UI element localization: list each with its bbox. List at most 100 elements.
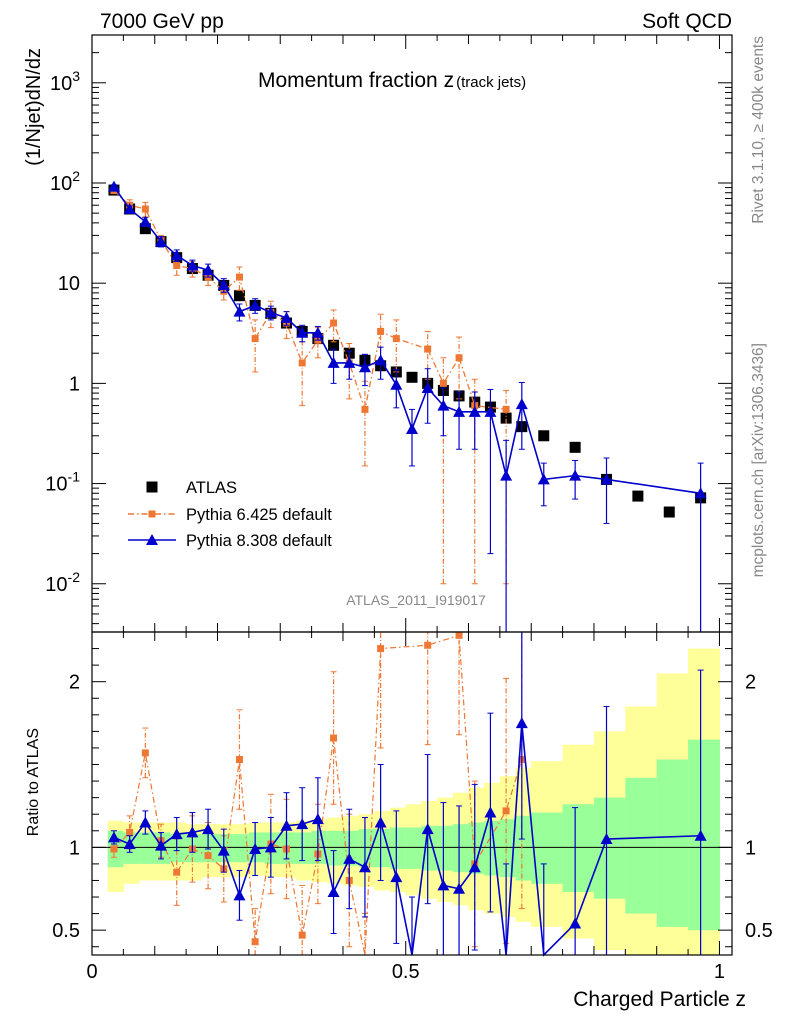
y-tick-label: 10 bbox=[58, 273, 80, 295]
analysis-label: ATLAS_2011_I919017 bbox=[346, 592, 486, 608]
ratio-point bbox=[173, 868, 181, 876]
data-point bbox=[217, 278, 230, 290]
ratio-point bbox=[139, 816, 152, 828]
data-point bbox=[264, 306, 277, 318]
data-point bbox=[233, 290, 245, 302]
data-point bbox=[439, 379, 447, 387]
legend-label: ATLAS bbox=[186, 479, 237, 497]
data-point bbox=[311, 326, 324, 338]
legend-marker bbox=[148, 510, 156, 518]
data-point bbox=[632, 490, 644, 502]
x-tick-label: 1 bbox=[714, 961, 725, 983]
x-tick-label: 0.5 bbox=[392, 961, 420, 983]
y-tick-label: 102 bbox=[50, 168, 80, 195]
data-point bbox=[390, 378, 403, 390]
green-band bbox=[139, 832, 156, 864]
green-band bbox=[625, 777, 658, 914]
ratio-y-tick-label-left: 1 bbox=[69, 837, 80, 859]
data-point bbox=[327, 356, 340, 368]
ratio-point bbox=[330, 734, 338, 742]
ratio-point bbox=[377, 645, 385, 653]
data-point bbox=[424, 345, 432, 353]
ratio-y-tick-label-left: 0.5 bbox=[52, 920, 80, 942]
x-tick-label: 0 bbox=[86, 961, 97, 983]
data-point bbox=[186, 259, 199, 271]
main-axis-ticks: 10-2 10-1 1 10 102 103 bbox=[45, 34, 732, 632]
ratio-point bbox=[600, 833, 613, 845]
ratio-point bbox=[141, 749, 149, 757]
data-point bbox=[296, 326, 309, 338]
green-band bbox=[170, 834, 187, 863]
data-point bbox=[468, 405, 481, 417]
ratio-point bbox=[217, 844, 230, 856]
ratio-point bbox=[126, 828, 134, 836]
series-2 bbox=[107, 180, 707, 633]
ratio-point bbox=[202, 823, 215, 835]
ratio-point bbox=[468, 861, 481, 873]
data-point bbox=[328, 339, 340, 351]
green-band bbox=[656, 759, 689, 927]
green-band bbox=[390, 827, 407, 869]
ratio-y-tick-label-left: 2 bbox=[69, 672, 80, 694]
legend-label: Pythia 6.425 default bbox=[186, 506, 332, 524]
data-point bbox=[202, 264, 215, 276]
data-point bbox=[663, 506, 675, 518]
data-point bbox=[235, 273, 243, 281]
data-point bbox=[694, 487, 707, 499]
ratio-point bbox=[569, 917, 582, 929]
ratio-point bbox=[455, 631, 463, 639]
ratio-point bbox=[502, 807, 510, 815]
header-left: 7000 GeV pp bbox=[100, 10, 224, 33]
data-point bbox=[569, 469, 582, 481]
data-point bbox=[502, 405, 510, 413]
data-point bbox=[343, 356, 356, 368]
series-line bbox=[113, 190, 507, 412]
ratio-point bbox=[437, 879, 450, 891]
data-point bbox=[538, 430, 550, 442]
ratio-point bbox=[358, 861, 371, 873]
y-tick-label: 10-1 bbox=[45, 469, 80, 496]
ratio-y-label: Ratio to ATLAS bbox=[25, 728, 42, 836]
data-point bbox=[377, 327, 385, 335]
data-point bbox=[280, 311, 293, 323]
ratio-point bbox=[110, 845, 118, 853]
ratio-point bbox=[107, 831, 120, 843]
green-band bbox=[515, 815, 532, 881]
ratio-point bbox=[280, 819, 293, 831]
header-right: Soft QCD bbox=[642, 10, 732, 33]
ratio-point bbox=[204, 852, 212, 860]
ratio-point bbox=[235, 756, 243, 764]
ratio-point bbox=[390, 871, 403, 883]
data-point bbox=[233, 305, 246, 317]
ratio-axis-ticks: 0.5 0.5 1 1 2 2 0 0.5 1 bbox=[52, 632, 773, 983]
y-tick-label: 1 bbox=[69, 373, 80, 395]
ratio-point bbox=[421, 823, 434, 835]
ratio-point bbox=[374, 816, 387, 828]
y-tick-label: 10-2 bbox=[45, 569, 80, 596]
series-1 bbox=[110, 187, 510, 585]
ratio-y-tick-label-right: 1 bbox=[745, 837, 756, 859]
green-band bbox=[233, 834, 250, 863]
data-point bbox=[600, 473, 613, 485]
data-point bbox=[484, 405, 497, 417]
data-point bbox=[500, 412, 512, 424]
ratio-point bbox=[298, 931, 306, 939]
green-band bbox=[421, 825, 438, 871]
green-band bbox=[688, 739, 720, 931]
legend-marker bbox=[146, 481, 158, 493]
green-band bbox=[452, 824, 469, 873]
x-axis-label: Charged Particle z bbox=[573, 988, 746, 1011]
data-point bbox=[374, 354, 387, 366]
data-point bbox=[437, 399, 450, 411]
data-point bbox=[361, 405, 369, 413]
data-point bbox=[170, 249, 183, 261]
ratio-point bbox=[249, 842, 262, 854]
green-band bbox=[562, 804, 595, 893]
data-point bbox=[173, 262, 181, 270]
ratio-y-tick-label-right: 0.5 bbox=[745, 920, 773, 942]
ratio-point bbox=[327, 886, 340, 898]
data-point bbox=[107, 180, 120, 192]
ratio-series-1 bbox=[107, 631, 707, 957]
ratio-point bbox=[251, 938, 259, 946]
green-band bbox=[405, 827, 422, 869]
